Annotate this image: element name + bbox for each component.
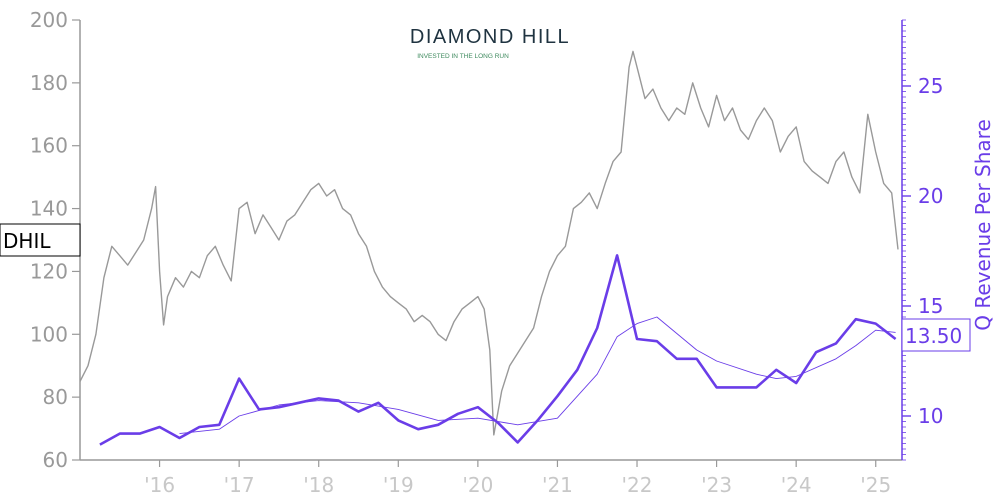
left-tick-label: 160: [30, 134, 68, 158]
right-axis-label: Q Revenue Per Share: [971, 119, 995, 331]
right-tick-label: 25: [918, 74, 943, 98]
revenue-line: [99, 254, 897, 446]
left-tick-label: 100: [30, 322, 68, 346]
series-layer: [79, 50, 899, 446]
x-tick-label: '16: [144, 473, 175, 497]
last-value-label: 13.50: [905, 324, 962, 348]
x-tick-label: '25: [860, 473, 891, 497]
price-line: [79, 50, 899, 436]
left-tick-label: 120: [30, 259, 68, 283]
x-tick-label: '18: [303, 473, 334, 497]
ticker-box-frame: [0, 223, 81, 257]
x-tick-label: '22: [622, 473, 653, 497]
x-tick-label: '17: [224, 473, 255, 497]
left-tick-label: 180: [30, 71, 68, 95]
right-tick-label: 20: [918, 184, 943, 208]
left-tick-label: 200: [30, 8, 68, 32]
logo-name: DIAMOND HILL: [410, 26, 570, 48]
x-tick-label: '20: [462, 473, 493, 497]
x-tick-label: '19: [383, 473, 414, 497]
ticker-label: DHIL: [3, 229, 51, 253]
x-tick-label: '21: [542, 473, 573, 497]
last-value-box: 13.50: [901, 318, 971, 352]
ticker-box: DHIL: [0, 223, 81, 257]
left-tick-label: 140: [30, 197, 68, 221]
axes-layer: 60 80 100 120 140 160 180 200 '16 '17 '18 '19 '20 '21…: [30, 8, 944, 497]
last-value-frame: [901, 318, 971, 352]
x-tick-label: '24: [781, 473, 812, 497]
left-tick-label: 80: [43, 385, 68, 409]
right-tick-label: 15: [918, 294, 943, 318]
right-tick-label: 10: [918, 404, 943, 428]
logo-tagline: INVESTED IN THE LONG RUN: [417, 53, 509, 60]
revenue-average-line: [179, 316, 896, 435]
left-tick-label: 60: [43, 448, 68, 472]
x-tick-label: '23: [701, 473, 732, 497]
logo: DIAMOND HILL INVESTED IN THE LONG RUN: [410, 26, 570, 60]
